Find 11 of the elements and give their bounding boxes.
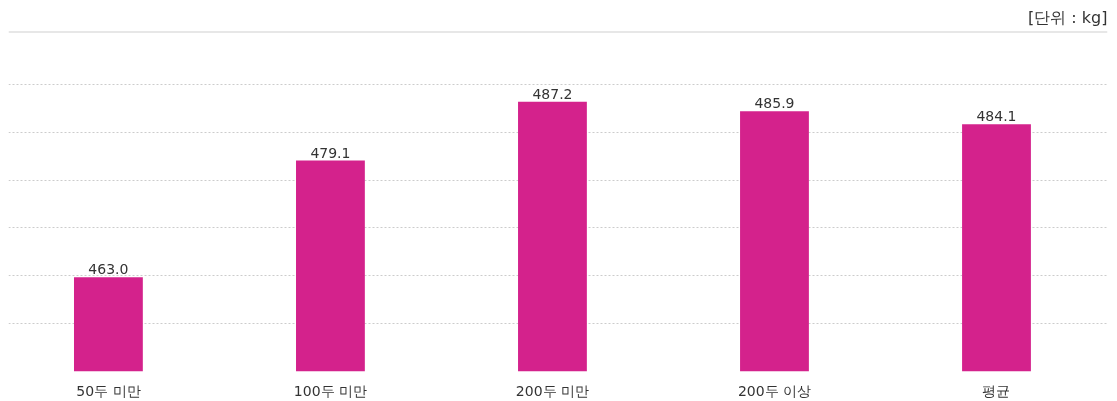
- text: [단위 : kg]: [1028, 7, 1108, 27]
- x-tick-label: 200두 미만: [515, 382, 590, 399]
- data-label: 484.1: [976, 108, 1017, 125]
- data-label: 463.0: [88, 261, 129, 278]
- x-tick-label: 평균: [982, 382, 1011, 399]
- x-tick-label: 200두 이상: [737, 382, 812, 399]
- x-tick-label: 100두 미만: [293, 382, 368, 399]
- data-label: 485.9: [754, 95, 795, 112]
- data-label: 479.1: [310, 144, 351, 161]
- data-label: 487.2: [532, 85, 573, 102]
- x-tick-label: 50두 미만: [76, 382, 141, 399]
